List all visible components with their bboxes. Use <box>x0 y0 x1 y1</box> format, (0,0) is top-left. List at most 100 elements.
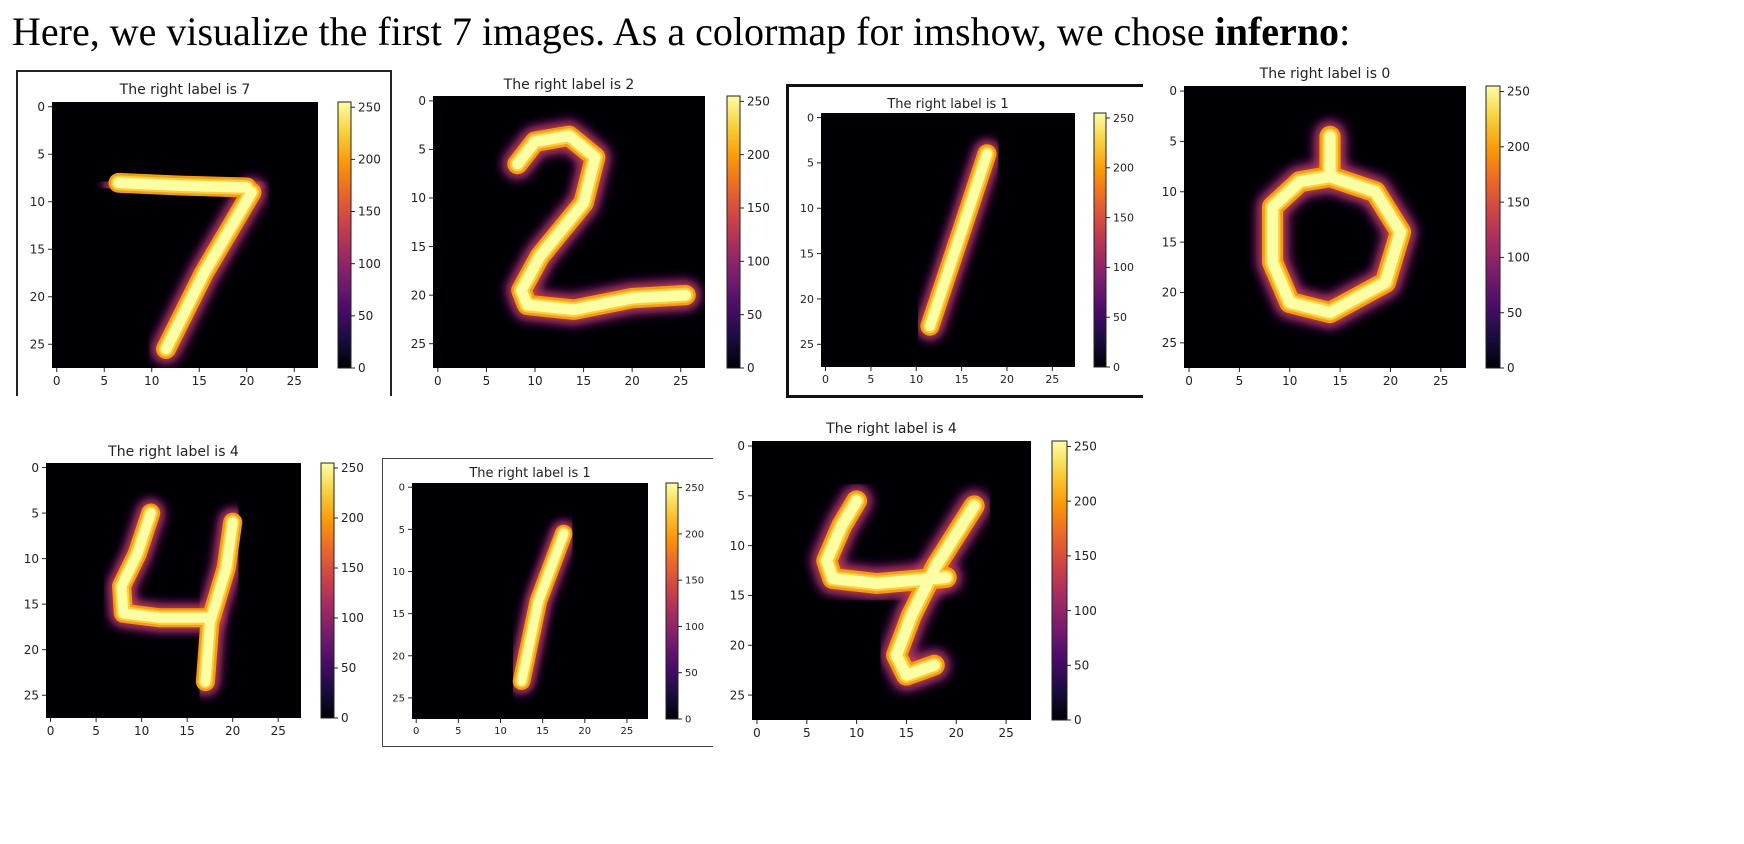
colorbar-tick-label: 50 <box>341 661 356 675</box>
x-tick-label: 25 <box>1045 373 1059 386</box>
chart-title: The right label is 0 <box>1259 66 1391 82</box>
heatmap-plot-2: The right label is 20 5 10 15 20 250510152025… <box>411 77 770 388</box>
digit-stroke <box>1267 130 1407 319</box>
figure-panel-2: The right label is 2 0 5 10 15 20 25 0 5 10 15 20 25… <box>395 70 773 394</box>
colorbar-tick-label: 200 <box>685 529 704 540</box>
colorbar-tick-label: 100 <box>1113 261 1134 274</box>
heatmap-plot-3: The right label is 10 5 10 15 20 250510152025… <box>800 97 1134 386</box>
y-tick-label: 15 <box>24 597 39 611</box>
colorbar-tick-label: 100 <box>1074 604 1097 618</box>
colorbar <box>320 462 335 719</box>
heatmap-plot-1: The right label is 70 5 10 15 20 250510152025… <box>30 82 381 388</box>
x-tick-label: 5 <box>803 726 811 740</box>
heatmap-plot-6: The right label is 10 5 10 15 20 250510152025… <box>392 466 704 737</box>
colorbar-tick-label: 0 <box>341 711 349 725</box>
x-tick-label: 5 <box>867 373 874 386</box>
digit-stroke <box>512 130 691 316</box>
colorbar-tick-label: 50 <box>358 309 373 323</box>
x-tick-label: 15 <box>899 726 914 740</box>
colorbar-tick-label: 150 <box>1507 195 1530 209</box>
digit-strokes <box>914 138 1002 342</box>
x-tick-label: 25 <box>1433 374 1448 388</box>
colorbar-tick-label: 200 <box>747 148 770 162</box>
y-tick-label: 20 <box>800 293 814 306</box>
chart-title: The right label is 1 <box>886 97 1008 112</box>
colorbar-tick-label: 0 <box>747 361 755 375</box>
y-tick-label: 15 <box>411 240 426 254</box>
y-tick-label: 10 <box>30 195 45 209</box>
figure-panel-6: The right label is 1 0 5 10 15 20 25 0 5 10 15 20 25… <box>382 458 713 747</box>
colorbar-tick-label: 0 <box>685 715 691 726</box>
colorbar-tick-label: 50 <box>1113 311 1127 324</box>
x-tick-label: 20 <box>949 726 964 740</box>
intro-text-colon: : <box>1339 9 1351 54</box>
x-tick-label: 25 <box>621 726 634 737</box>
figure-panel-7: The right label is 4 0 5 10 15 20 25 0 5 10 15 20 25… <box>722 414 1112 748</box>
colorbar-tick-label: 50 <box>1074 658 1089 672</box>
y-tick-label: 25 <box>392 693 405 704</box>
colorbar-tick-label: 50 <box>685 668 698 679</box>
heatmap-plot-5: The right label is 40 5 10 15 20 250510152025… <box>24 444 364 738</box>
chart-title: The right label is 1 <box>468 466 590 481</box>
y-tick-label: 10 <box>411 191 426 205</box>
colorbar-tick-label: 200 <box>341 511 364 525</box>
x-tick-label: 10 <box>527 374 542 388</box>
x-tick-label: 0 <box>47 724 55 738</box>
y-tick-label: 25 <box>730 688 745 702</box>
colorbar <box>1051 440 1068 721</box>
x-tick-label: 15 <box>576 374 591 388</box>
y-tick-label: 25 <box>411 337 426 351</box>
colorbar-tick-label: 150 <box>1074 549 1097 563</box>
intro-text-main: Here, we visualize the first 7 images. A… <box>12 9 1215 54</box>
y-tick-label: 0 <box>37 100 45 114</box>
colorbar-tick-label: 150 <box>1113 211 1134 224</box>
x-tick-label: 0 <box>53 374 61 388</box>
colorbar <box>726 95 741 369</box>
digit-stroke <box>160 187 257 355</box>
y-tick-label: 5 <box>31 506 39 520</box>
x-tick-label: 10 <box>1282 374 1297 388</box>
x-tick-label: 0 <box>822 373 829 386</box>
y-tick-label: 20 <box>1162 286 1177 300</box>
x-tick-label: 25 <box>673 374 688 388</box>
x-tick-label: 10 <box>849 726 864 740</box>
colorbar-tick-label: 100 <box>1507 251 1530 265</box>
colorbar-tick-label: 250 <box>685 483 704 494</box>
colorbar-tick-label: 100 <box>747 255 770 269</box>
y-tick-label: 5 <box>418 143 426 157</box>
x-tick-label: 0 <box>434 374 442 388</box>
y-tick-label: 5 <box>737 489 745 503</box>
chart-title: The right label is 2 <box>503 77 635 93</box>
x-tick-label: 0 <box>413 726 419 737</box>
colorbar-tick-label: 100 <box>685 622 704 633</box>
digit-stroke <box>821 495 952 589</box>
digit-strokes <box>1256 119 1418 330</box>
digit-stroke <box>891 500 980 681</box>
colorbar-tick-label: 0 <box>358 361 366 375</box>
y-tick-label: 10 <box>800 202 814 215</box>
digit-stroke <box>516 528 569 686</box>
y-tick-label: 5 <box>807 157 814 170</box>
colorbar-tick-label: 150 <box>747 201 770 215</box>
colorbar-tick-label: 150 <box>341 561 364 575</box>
y-tick-label: 15 <box>1162 235 1177 249</box>
colorbar-tick-label: 150 <box>358 205 381 219</box>
y-tick-label: 15 <box>800 247 814 260</box>
x-tick-label: 5 <box>483 374 491 388</box>
y-tick-label: 20 <box>24 643 39 657</box>
colorbar <box>337 101 352 369</box>
figure-panel-3: The right label is 1 0 5 10 15 20 25 0 5 10 15 20 25… <box>786 84 1143 398</box>
digit-strokes <box>102 167 268 365</box>
colorbar-tick-label: 50 <box>1507 306 1522 320</box>
intro-text: Here, we visualize the first 7 images. A… <box>12 4 1350 60</box>
digit-strokes <box>106 498 248 697</box>
x-tick-label: 15 <box>1332 374 1347 388</box>
colorbar <box>1485 85 1501 369</box>
y-tick-label: 20 <box>30 290 45 304</box>
digit-stroke <box>200 517 238 687</box>
y-tick-label: 0 <box>399 483 405 494</box>
x-tick-label: 20 <box>578 726 591 737</box>
colorbar-tick-label: 250 <box>1074 440 1097 454</box>
x-tick-label: 10 <box>909 373 923 386</box>
chart-title: The right label is 4 <box>825 421 957 437</box>
